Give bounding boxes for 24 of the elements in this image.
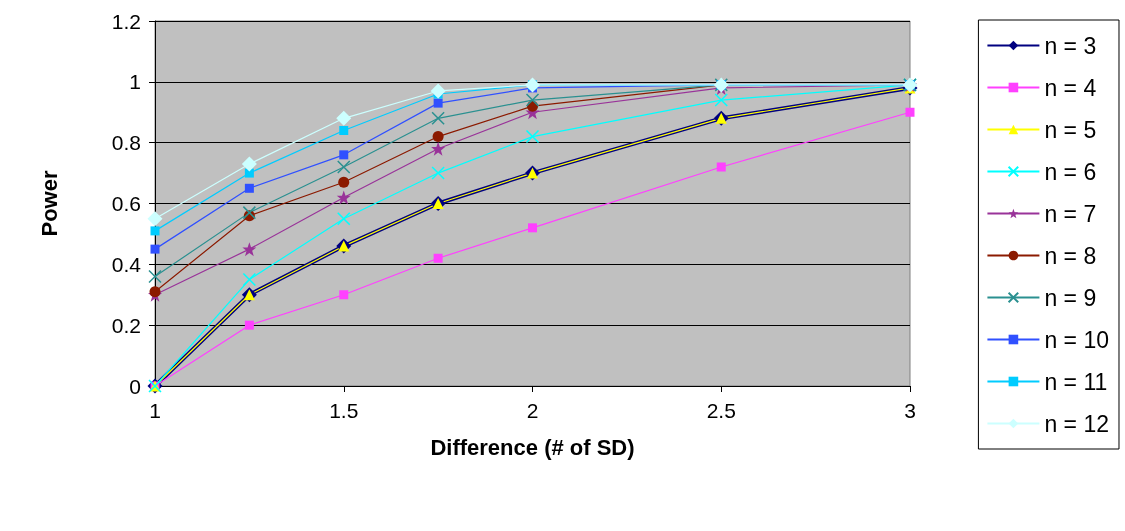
legend-label: n = 6 [1044, 158, 1097, 185]
legend-label: n = 11 [1044, 368, 1108, 395]
legend-label: n = 12 [1044, 410, 1110, 437]
legend-label: n = 5 [1044, 116, 1097, 143]
x-tick-label: 1.5 [329, 399, 359, 422]
legend-label: n = 9 [1044, 284, 1097, 311]
x-tick-label: 1 [149, 399, 161, 422]
y-tick-label: 0.6 [111, 192, 141, 215]
legend-label: n = 4 [1044, 74, 1097, 101]
legend-label: n = 7 [1044, 200, 1097, 227]
y-axis-title: Power [36, 170, 62, 237]
legend-label: n = 8 [1044, 242, 1097, 269]
y-tick-label: 0.4 [111, 252, 142, 276]
y-tick-label: 1.2 [111, 9, 141, 33]
x-axis-title: Difference (# of SD) [430, 434, 635, 460]
x-tick-label: 2.5 [706, 399, 736, 422]
x-tick-label: 3 [904, 399, 916, 422]
y-tick-label: 0.8 [111, 131, 141, 155]
x-tick-label: 2 [526, 399, 539, 422]
y-tick-label: 1 [129, 70, 141, 94]
legend-label: n = 10 [1044, 326, 1110, 353]
legend-label: n = 3 [1044, 32, 1097, 59]
y-tick-label: 0.2 [111, 313, 141, 337]
y-tick-label: 0 [129, 374, 141, 398]
